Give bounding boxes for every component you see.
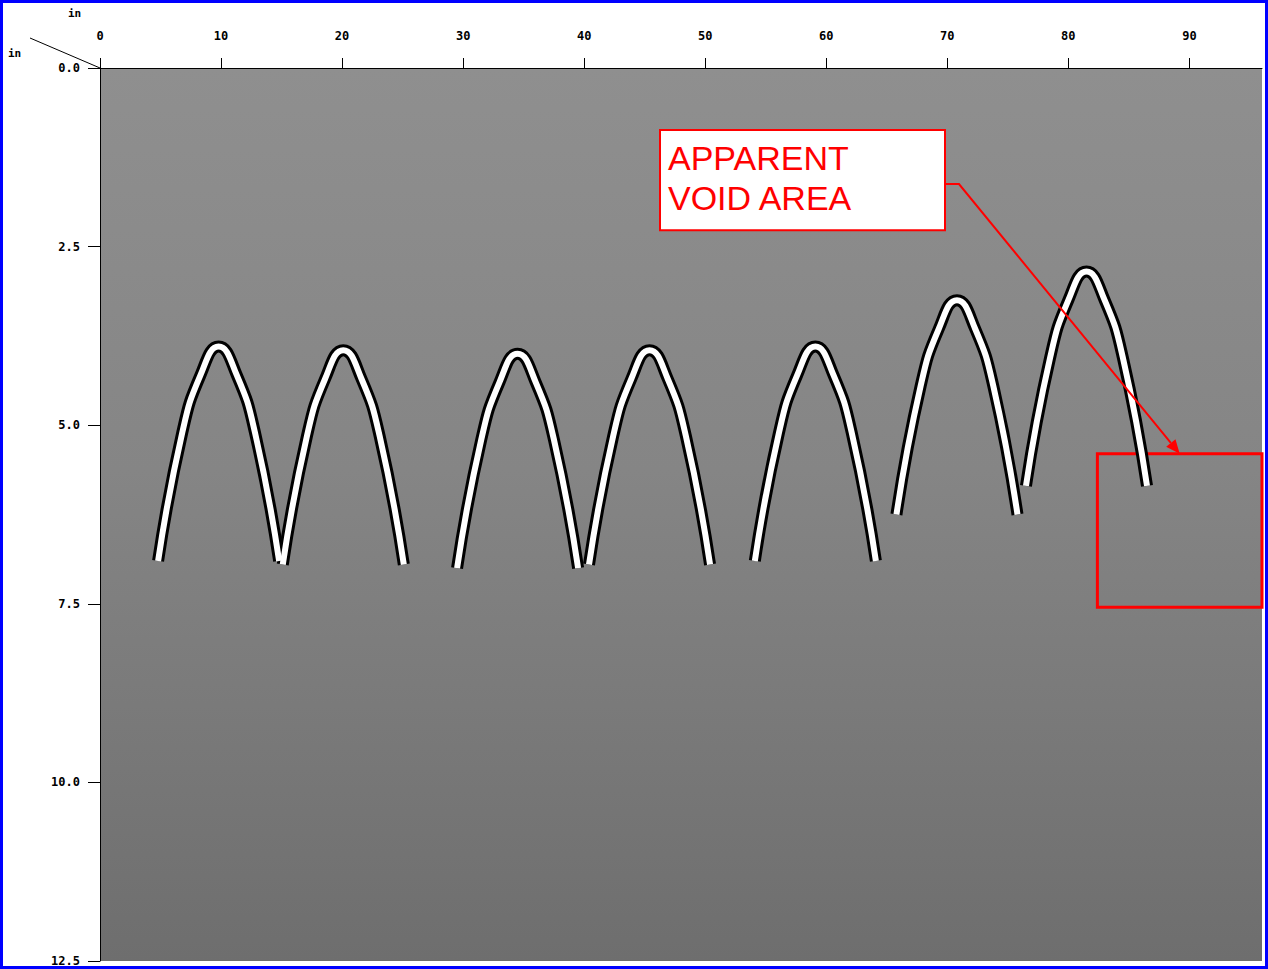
svg-text:0: 0 — [96, 29, 103, 43]
svg-text:2.5: 2.5 — [58, 240, 80, 254]
svg-text:60: 60 — [819, 29, 833, 43]
svg-text:0.0: 0.0 — [58, 61, 80, 75]
svg-text:in: in — [68, 7, 81, 20]
svg-text:50: 50 — [698, 29, 712, 43]
svg-text:7.5: 7.5 — [58, 597, 80, 611]
svg-text:5.0: 5.0 — [58, 418, 80, 432]
svg-text:in: in — [8, 47, 21, 60]
svg-text:70: 70 — [940, 29, 954, 43]
svg-text:90: 90 — [1182, 29, 1196, 43]
svg-text:10.0: 10.0 — [51, 775, 80, 789]
svg-text:20: 20 — [335, 29, 349, 43]
svg-text:30: 30 — [456, 29, 470, 43]
svg-text:VOID AREA: VOID AREA — [668, 179, 852, 217]
svg-text:12.5: 12.5 — [51, 954, 80, 968]
svg-text:10: 10 — [214, 29, 228, 43]
svg-text:APPARENT: APPARENT — [668, 139, 849, 177]
svg-text:80: 80 — [1061, 29, 1075, 43]
svg-text:40: 40 — [577, 29, 591, 43]
